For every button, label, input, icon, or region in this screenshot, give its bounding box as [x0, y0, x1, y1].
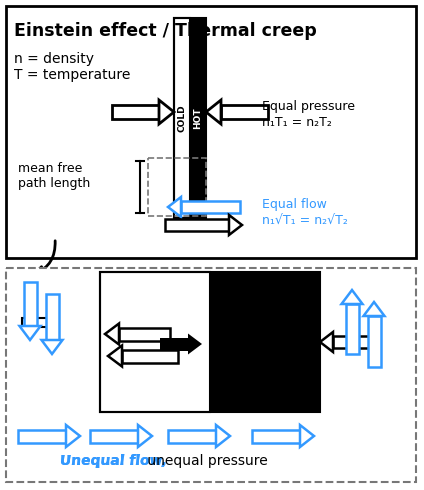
Bar — [368, 316, 380, 367]
Bar — [119, 327, 170, 341]
Text: mean free
path length: mean free path length — [18, 162, 90, 190]
Bar — [22, 318, 48, 326]
Polygon shape — [108, 345, 122, 367]
Polygon shape — [105, 323, 119, 344]
Text: Unequal flow,: Unequal flow, — [60, 454, 167, 468]
Polygon shape — [48, 315, 58, 329]
Text: Equal flow: Equal flow — [262, 198, 327, 211]
Bar — [346, 304, 359, 354]
Bar — [100, 272, 210, 412]
Polygon shape — [206, 100, 221, 124]
Polygon shape — [341, 290, 363, 304]
Bar — [148, 158, 206, 216]
Text: Einstein effect / Thermal creep: Einstein effect / Thermal creep — [14, 22, 317, 40]
Polygon shape — [218, 343, 231, 361]
Bar — [100, 272, 320, 412]
Bar — [252, 430, 300, 442]
Text: Unequal flow,: Unequal flow, — [60, 454, 167, 468]
Polygon shape — [159, 100, 174, 124]
Bar — [210, 272, 320, 412]
Bar — [23, 282, 36, 326]
Bar — [231, 346, 265, 358]
Polygon shape — [218, 323, 231, 341]
Polygon shape — [188, 334, 202, 354]
Bar — [90, 430, 138, 442]
Bar — [190, 18, 206, 218]
Bar — [45, 294, 59, 340]
Polygon shape — [20, 326, 41, 340]
Bar — [165, 219, 229, 231]
Bar — [160, 338, 188, 350]
Bar — [6, 268, 416, 482]
Text: Equal pressure: Equal pressure — [262, 100, 355, 113]
Text: unequal pressure: unequal pressure — [143, 454, 268, 468]
Text: n₁√T₁ = n₂√T₂: n₁√T₁ = n₂√T₂ — [262, 214, 348, 227]
Bar — [112, 105, 159, 119]
Polygon shape — [216, 425, 230, 447]
Polygon shape — [363, 302, 385, 316]
Bar — [6, 6, 416, 258]
Bar — [231, 326, 270, 338]
Bar — [174, 18, 206, 218]
Text: COLD: COLD — [178, 104, 187, 132]
Text: T = temperature: T = temperature — [14, 68, 130, 82]
Bar — [181, 201, 240, 213]
Polygon shape — [42, 340, 62, 354]
Text: n₁T₁ = n₂T₂: n₁T₁ = n₂T₂ — [262, 116, 332, 129]
Bar — [122, 349, 178, 363]
Polygon shape — [138, 425, 152, 447]
Polygon shape — [66, 425, 80, 447]
Text: HOT: HOT — [193, 107, 203, 129]
Bar — [18, 430, 66, 442]
Bar — [221, 105, 268, 119]
Bar — [333, 336, 375, 348]
Polygon shape — [300, 425, 314, 447]
Polygon shape — [320, 332, 333, 352]
FancyArrowPatch shape — [36, 241, 55, 274]
Bar — [174, 18, 190, 218]
Text: n = density: n = density — [14, 52, 94, 66]
Bar — [168, 430, 216, 442]
Polygon shape — [229, 215, 242, 235]
Polygon shape — [168, 197, 181, 217]
